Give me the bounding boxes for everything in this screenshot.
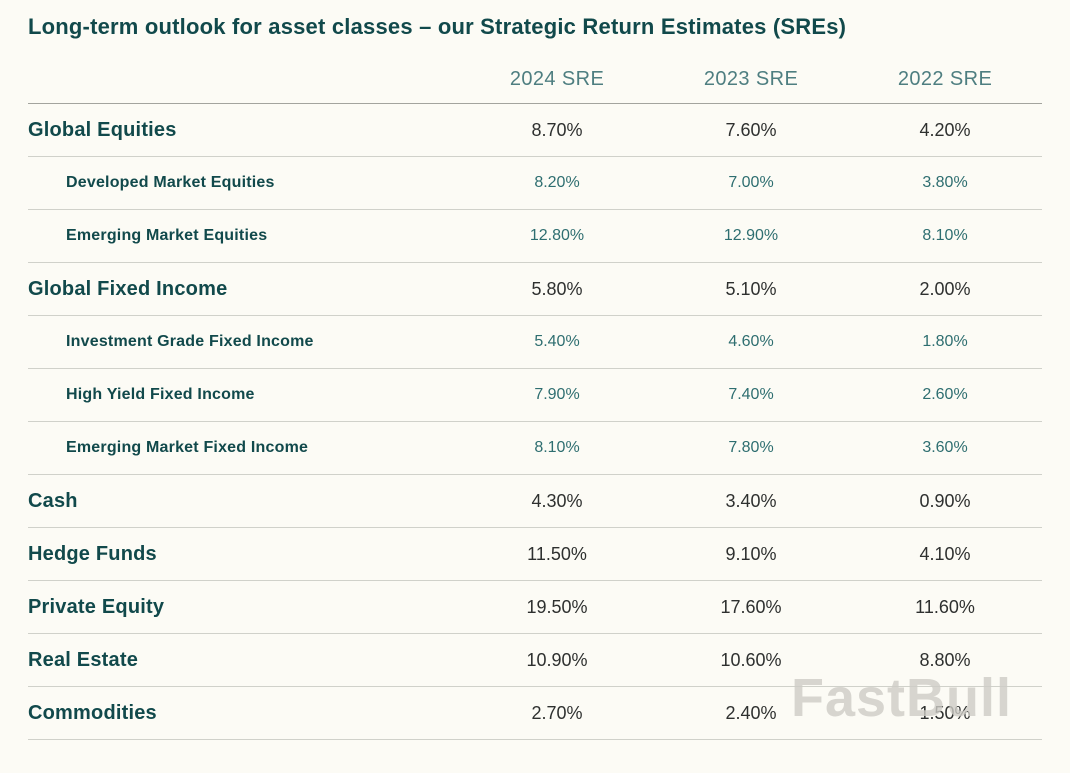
row-value-2022: 8.10% [922, 227, 968, 244]
row-value-2024: 10.90% [526, 649, 588, 670]
table-row: Developed Market Equities 8.20% 7.00% 3.… [28, 157, 1042, 210]
row-value-2024: 12.80% [529, 227, 585, 244]
row-label: Private Equity [28, 595, 165, 618]
row-value-2023: 7.40% [728, 386, 774, 403]
row-value-2022: 4.20% [919, 119, 971, 140]
row-value-2023: 10.60% [720, 649, 782, 670]
sre-table: 2024 SRE 2023 SRE 2022 SRE Global Equiti… [28, 56, 1042, 740]
row-value-2024: 4.30% [531, 490, 583, 511]
row-label: Cash [28, 489, 78, 512]
row-value-2024: 5.80% [531, 278, 583, 299]
table-row: Hedge Funds 11.50% 9.10% 4.10% [28, 528, 1042, 581]
row-label: Emerging Market Fixed Income [66, 439, 309, 456]
table-row: Global Fixed Income 5.80% 5.10% 2.00% [28, 263, 1042, 316]
table-header-row: 2024 SRE 2023 SRE 2022 SRE [28, 56, 1042, 104]
row-label: Commodities [28, 701, 157, 724]
table-row: Emerging Market Fixed Income 8.10% 7.80%… [28, 422, 1042, 475]
table-row: Real Estate 10.90% 10.60% 8.80% [28, 634, 1042, 687]
column-header-2022-sre: 2022 SRE [897, 68, 993, 90]
row-value-2024: 8.10% [534, 439, 580, 456]
row-value-2024: 19.50% [526, 596, 588, 617]
row-value-2024: 7.90% [534, 386, 580, 403]
row-value-2023: 7.60% [725, 119, 777, 140]
table-row: Global Equities 8.70% 7.60% 4.20% [28, 104, 1042, 157]
table-row: Cash 4.30% 3.40% 0.90% [28, 475, 1042, 528]
row-value-2023: 7.80% [728, 439, 774, 456]
row-label: Emerging Market Equities [66, 227, 268, 244]
row-label: Investment Grade Fixed Income [66, 333, 314, 350]
column-header-2023-sre: 2023 SRE [703, 68, 799, 90]
row-value-2023: 3.40% [725, 490, 777, 511]
row-value-2022: 3.60% [922, 439, 968, 456]
row-value-2022: 0.90% [919, 490, 971, 511]
column-header-2024-sre: 2024 SRE [509, 68, 605, 90]
row-value-2023: 17.60% [720, 596, 782, 617]
table-row: High Yield Fixed Income 7.90% 7.40% 2.60… [28, 369, 1042, 422]
row-value-2023: 4.60% [728, 333, 774, 350]
row-value-2022: 8.80% [919, 649, 971, 670]
row-value-2023: 9.10% [725, 543, 777, 564]
row-value-2023: 12.90% [723, 227, 779, 244]
row-value-2022: 11.60% [915, 596, 975, 617]
table-row: Commodities 2.70% 2.40% 1.50% [28, 687, 1042, 740]
row-value-2024: 5.40% [534, 333, 580, 350]
row-value-2022: 4.10% [919, 543, 971, 564]
row-value-2022: 2.60% [922, 386, 968, 403]
row-label: Real Estate [28, 648, 139, 671]
row-value-2023: 7.00% [728, 174, 774, 191]
row-value-2024: 8.20% [534, 174, 580, 191]
row-value-2023: 2.40% [725, 702, 777, 723]
row-label: Hedge Funds [28, 542, 157, 565]
row-value-2022: 2.00% [919, 278, 971, 299]
row-value-2024: 2.70% [531, 702, 583, 723]
row-value-2022: 1.50% [919, 702, 971, 723]
row-label: High Yield Fixed Income [66, 386, 255, 403]
row-value-2022: 1.80% [922, 333, 968, 350]
table-row: Emerging Market Equities 12.80% 12.90% 8… [28, 210, 1042, 263]
row-label: Developed Market Equities [66, 174, 275, 191]
row-value-2024: 11.50% [527, 543, 587, 564]
row-label: Global Equities [28, 118, 177, 141]
page-title: Long-term outlook for asset classes – ou… [28, 14, 847, 39]
row-value-2022: 3.80% [922, 174, 968, 191]
row-label: Global Fixed Income [28, 277, 228, 300]
table-row: Investment Grade Fixed Income 5.40% 4.60… [28, 316, 1042, 369]
table-row: Private Equity 19.50% 17.60% 11.60% [28, 581, 1042, 634]
row-value-2023: 5.10% [725, 278, 777, 299]
row-value-2024: 8.70% [531, 119, 583, 140]
